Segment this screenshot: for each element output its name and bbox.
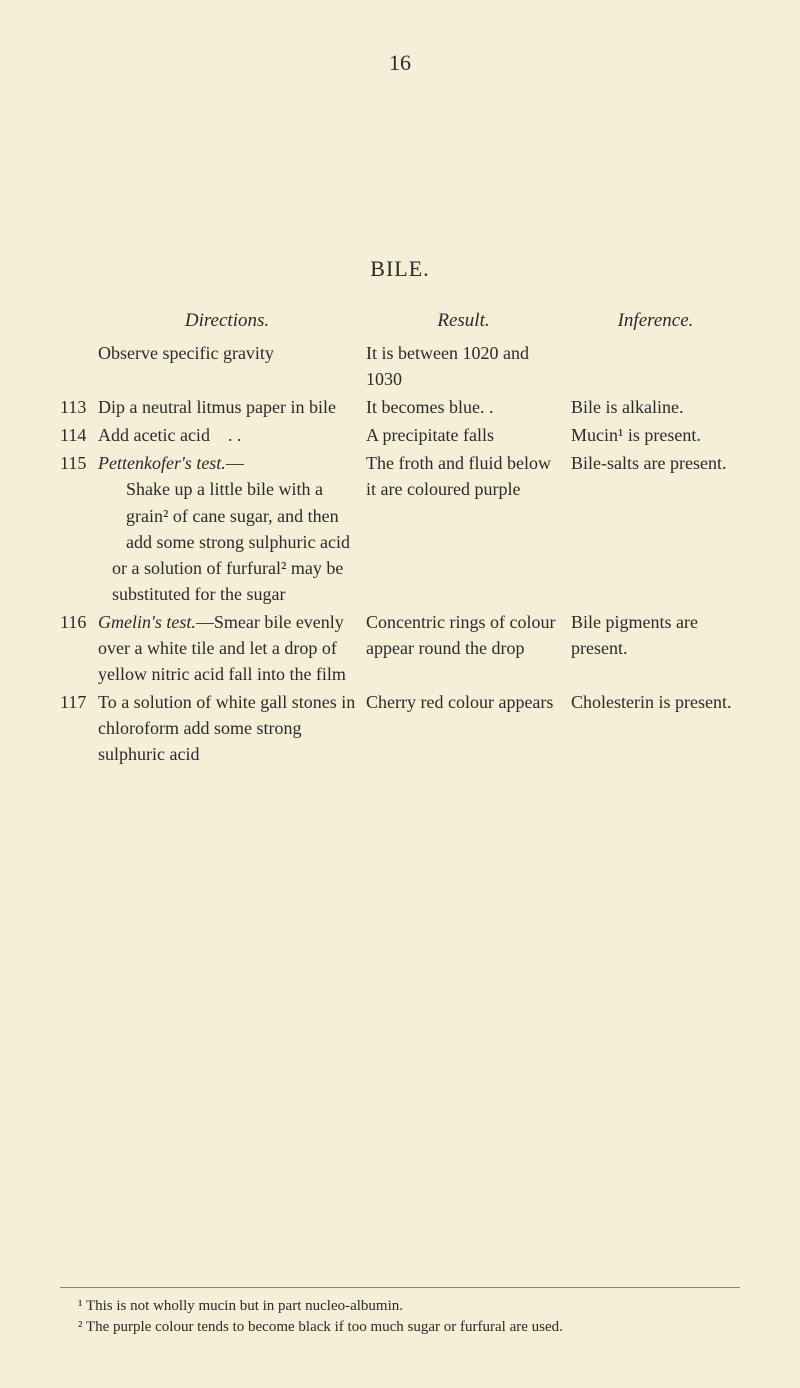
- table-row: 114 Add acetic acid . . A precipitate fa…: [60, 422, 740, 448]
- result-cell: It becomes blue. .: [366, 394, 571, 420]
- table-row: 115 Pettenkofer's test.— Shake up a litt…: [60, 450, 740, 607]
- result-cell: The froth and fluid below it are coloure…: [366, 450, 571, 607]
- entry-number: 116: [60, 609, 98, 687]
- table-row: Observe specific gravity It is between 1…: [60, 340, 740, 392]
- entry-number: 117: [60, 689, 98, 767]
- entry-number: 115: [60, 450, 98, 607]
- page-content: 16 BILE. Directions. Result. Inference. …: [0, 0, 800, 830]
- footnotes-section: ¹ This is not wholly mucin but in part n…: [60, 1287, 740, 1338]
- table-row: 113 Dip a neutral litmus paper in bile I…: [60, 394, 740, 420]
- inference-cell: Bile pigments are present.: [571, 609, 740, 687]
- entry-number: [60, 340, 98, 392]
- directions-text: Add acetic acid: [98, 425, 210, 445]
- directions-body: Shake up a little bile with a grain² of …: [98, 476, 356, 554]
- table-row: 116 Gmelin's test.—Smear bile evenly ove…: [60, 609, 740, 687]
- header-directions: Directions.: [98, 310, 366, 332]
- table-row: 117 To a solution of white gall stones i…: [60, 689, 740, 767]
- bile-table: Directions. Result. Inference. Observe s…: [60, 310, 740, 768]
- test-name: Pettenkofer's test.: [98, 453, 226, 473]
- entry-number: 114: [60, 422, 98, 448]
- footnote: ² The purple colour tends to become blac…: [60, 1317, 740, 1338]
- directions-cell: Pettenkofer's test.— Shake up a little b…: [98, 450, 366, 607]
- entry-number: 113: [60, 394, 98, 420]
- result-cell: Cherry red colour appears: [366, 689, 571, 767]
- footnote: ¹ This is not wholly mucin but in part n…: [60, 1296, 740, 1317]
- page-number: 16: [60, 50, 740, 76]
- directions-alt: or a solution of furfural² may be substi…: [98, 555, 356, 607]
- table-header-row: Directions. Result. Inference.: [60, 310, 740, 332]
- inference-cell: Cholesterin is present.: [571, 689, 740, 767]
- directions-cell: Observe specific gravity: [98, 340, 366, 392]
- header-inference: Inference.: [571, 310, 740, 332]
- directions-cell: Add acetic acid . .: [98, 422, 366, 448]
- result-cell: It is between 1020 and 1030: [366, 340, 571, 392]
- directions-cell: To a solution of white gall stones in ch…: [98, 689, 366, 767]
- directions-dots: . .: [228, 425, 242, 445]
- header-result: Result.: [366, 310, 571, 332]
- directions-cell: Dip a neutral litmus paper in bile: [98, 394, 366, 420]
- inference-cell: [571, 340, 740, 392]
- directions-cell: Gmelin's test.—Smear bile evenly over a …: [98, 609, 366, 687]
- inference-cell: Mucin¹ is present.: [571, 422, 740, 448]
- test-name: Gmelin's test.: [98, 612, 196, 632]
- dash: —: [226, 453, 244, 473]
- inference-cell: Bile-salts are present.: [571, 450, 740, 607]
- section-title: BILE.: [60, 256, 740, 282]
- result-cell: A precipitate falls: [366, 422, 571, 448]
- result-cell: Concentric rings of colour appear round …: [366, 609, 571, 687]
- inference-cell: Bile is alkaline.: [571, 394, 740, 420]
